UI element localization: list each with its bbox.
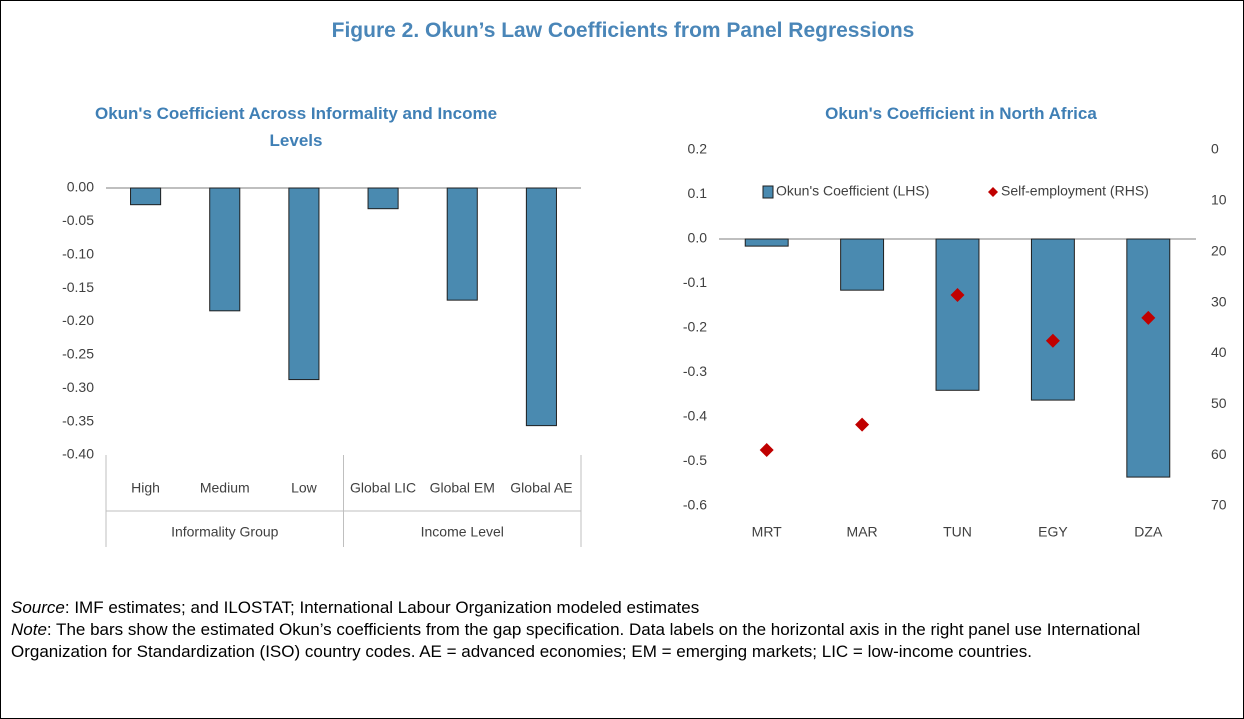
y2-tick-label: 60 (1211, 446, 1227, 462)
y2-tick-label: 40 (1211, 344, 1227, 360)
legend-label: Okun's Coefficient (LHS) (776, 183, 929, 199)
y2-tick-label: 20 (1211, 242, 1227, 258)
y-tick-label: -0.20 (62, 312, 94, 328)
marker (855, 417, 870, 432)
x-tick-label: High (131, 480, 160, 496)
x-tick-label: Low (291, 480, 318, 496)
x-tick-label: Medium (200, 480, 250, 496)
y-tick-label: -0.15 (62, 279, 94, 295)
y2-tick-label: 0 (1211, 141, 1219, 157)
note-label: Note (11, 620, 47, 639)
y-tick-label: 0.2 (688, 141, 708, 157)
bar (1126, 238, 1171, 478)
y-tick-label: -0.05 (62, 212, 94, 228)
source-label: Source (11, 598, 65, 617)
x-tick-label: MRT (752, 524, 783, 540)
y-tick-label: 0.1 (688, 185, 708, 201)
y-tick-label: -0.25 (62, 346, 94, 362)
x-tick-label: TUN (943, 524, 972, 540)
group-label: Income Level (421, 524, 504, 540)
bar (209, 187, 241, 312)
bar (446, 187, 478, 301)
marker (1045, 333, 1060, 348)
bar (935, 238, 980, 391)
y2-tick-label: 30 (1211, 293, 1227, 309)
bar (367, 187, 399, 210)
figure-title: Figure 2. Okun’s Law Coefficients from P… (331, 19, 915, 42)
y-tick-label: -0.5 (683, 452, 707, 468)
x-tick-label: DZA (1134, 524, 1163, 540)
chart-title: Okun's Coefficient in North Africa (825, 104, 1097, 123)
y-tick-label: -0.2 (683, 319, 707, 335)
y-tick-label: -0.40 (62, 446, 94, 462)
source-note: Source: IMF estimates; and ILOSTAT; Inte… (11, 597, 1221, 619)
y-tick-label: -0.30 (62, 379, 94, 395)
y-tick-label: -0.10 (62, 245, 94, 261)
y-tick-label: -0.4 (683, 408, 707, 424)
legend-swatch (988, 187, 998, 197)
chart-title: Okun's Coefficient Across Informality an… (94, 104, 498, 150)
bar (744, 238, 789, 247)
x-tick-label: MAR (847, 524, 878, 540)
bar (525, 187, 557, 427)
bar (840, 238, 885, 291)
marker (1141, 310, 1156, 325)
bar (130, 187, 162, 206)
bar (1030, 238, 1075, 401)
y2-tick-label: 50 (1211, 395, 1227, 411)
legend-label: Self-employment (RHS) (1001, 183, 1149, 199)
y-tick-label: -0.3 (683, 363, 707, 379)
x-tick-label: Global EM (430, 480, 495, 496)
x-tick-label: EGY (1038, 524, 1068, 540)
y-tick-label: 0.0 (688, 230, 708, 246)
source-text: : IMF estimates; and ILOSTAT; Internatio… (64, 598, 700, 617)
y2-tick-label: 10 (1211, 192, 1227, 208)
x-tick-label: Global LIC (350, 480, 416, 496)
group-label: Informality Group (171, 524, 279, 540)
y2-tick-label: 70 (1211, 497, 1227, 513)
note: Note: The bars show the estimated Okun’s… (11, 619, 1221, 663)
marker (759, 443, 774, 458)
y-tick-label: 0.00 (67, 179, 94, 195)
y-tick-label: -0.1 (683, 274, 707, 290)
legend-swatch (762, 185, 774, 199)
bar (288, 187, 320, 381)
x-tick-label: Global AE (510, 480, 572, 496)
y-tick-label: -0.35 (62, 412, 94, 428)
y-tick-label: -0.6 (683, 497, 707, 513)
note-text: : The bars show the estimated Okun’s coe… (11, 620, 1141, 661)
marker (950, 287, 965, 302)
